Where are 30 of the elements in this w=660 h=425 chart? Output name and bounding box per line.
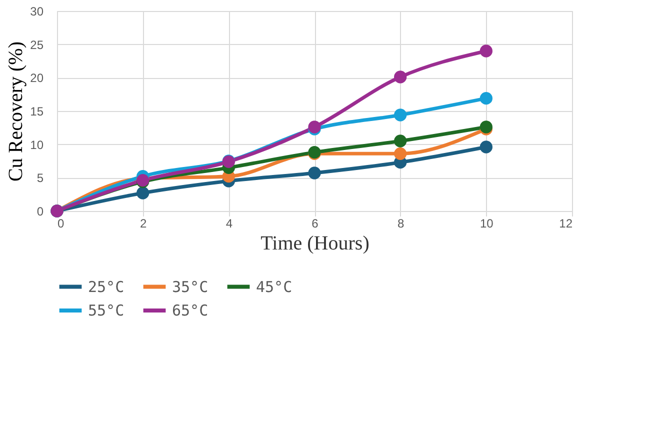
x-tick-label: 2 [140, 216, 147, 230]
y-tick-label: 15 [30, 104, 44, 118]
x-tick-label: 6 [312, 216, 319, 230]
point [394, 70, 407, 84]
x-tick-label: 0 [58, 216, 64, 230]
point [394, 134, 407, 148]
point [394, 147, 407, 160]
point [480, 44, 492, 58]
point [394, 108, 407, 122]
legend-label: 55°C [88, 302, 124, 320]
legend-label: 25°C [88, 278, 124, 296]
y-tick-label: 0 [36, 204, 44, 218]
x-axis-title: Time (Hours) [260, 232, 370, 254]
point [480, 140, 492, 154]
point [480, 92, 492, 105]
y-tick-label: 25 [30, 38, 44, 52]
x-tick-label: 4 [226, 216, 233, 230]
legend-label: 65°C [172, 302, 208, 320]
y-axis-title: Cu Recovery (%) [5, 42, 28, 182]
x-tick-label: 8 [397, 216, 404, 230]
legend-label: 45°C [256, 278, 292, 296]
point [136, 186, 150, 200]
point [308, 166, 321, 180]
y-tick-label: 5 [36, 171, 44, 186]
legend-label: 35°C [172, 278, 208, 296]
y-tick-label: 10 [30, 138, 44, 152]
x-tick-label: 10 [480, 216, 494, 230]
y-tick-label: 30 [30, 4, 44, 18]
y-tick-label: 20 [30, 71, 44, 86]
x-tick-label: 12 [559, 216, 573, 230]
